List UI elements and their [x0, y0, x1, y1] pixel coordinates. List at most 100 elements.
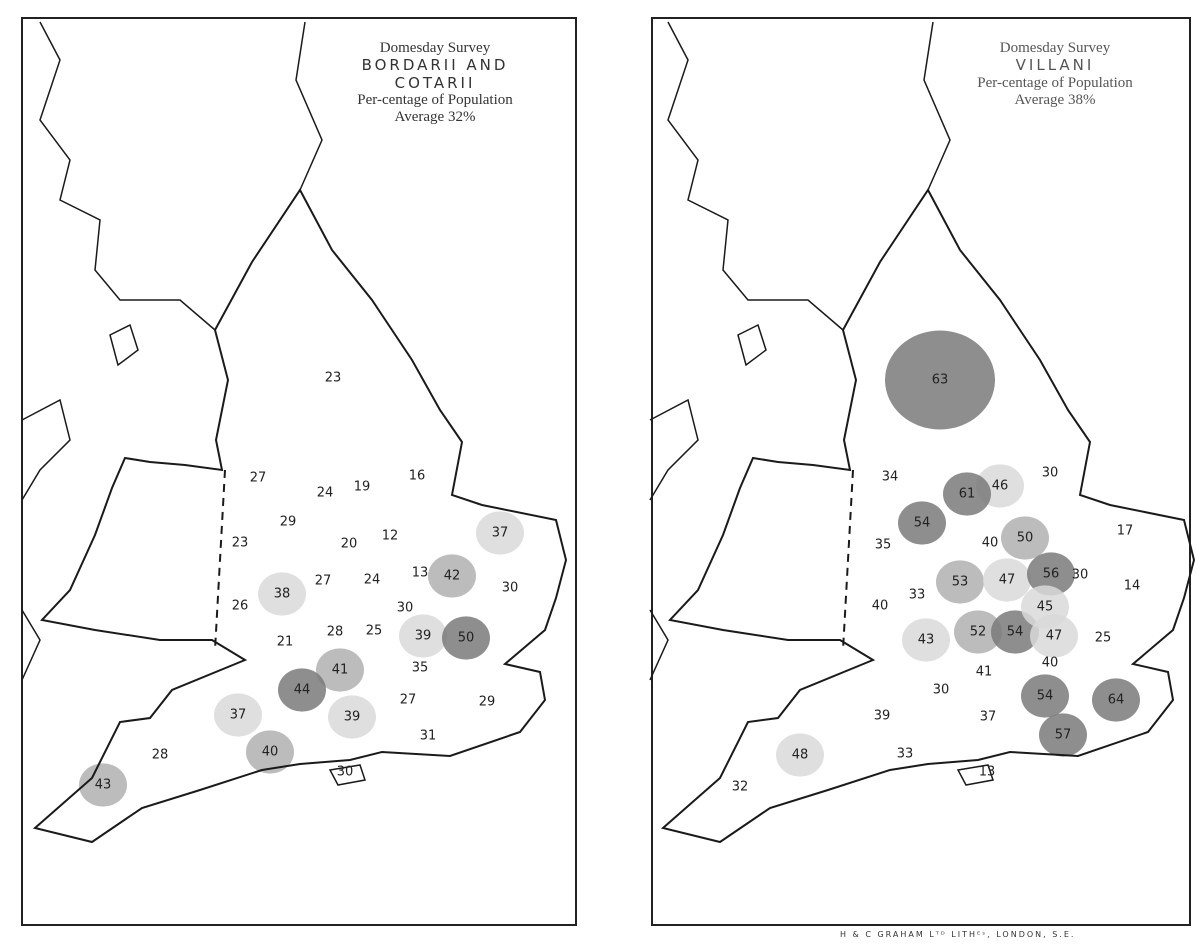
county-percentage: 40 — [982, 536, 999, 551]
county-percentage: 46 — [992, 479, 1009, 494]
county-shading — [954, 610, 1002, 654]
county-percentage: 29 — [479, 695, 496, 710]
county-shading — [316, 648, 364, 692]
county-shading — [246, 730, 294, 774]
county-percentage: 24 — [364, 573, 381, 588]
county-percentage: 50 — [1017, 531, 1034, 546]
county-percentage: 53 — [952, 575, 969, 590]
county-shading — [1001, 516, 1049, 560]
county-shading — [428, 554, 476, 598]
county-percentage: 50 — [458, 631, 475, 646]
county-shading — [442, 616, 490, 660]
county-percentage: 37 — [492, 526, 509, 541]
county-percentage: 34 — [882, 470, 899, 485]
county-percentage: 37 — [230, 708, 247, 723]
county-percentage: 35 — [875, 538, 892, 553]
county-percentage: 44 — [294, 683, 311, 698]
coastline-england-wales — [660, 188, 1196, 844]
map-bordarii-cotarii: 23 27 24 19 16 29 23 20 12 37 27 24 13 42 30 26 38 30 21 28… — [21, 17, 577, 926]
county-shading — [328, 695, 376, 739]
county-percentage: 26 — [232, 599, 249, 614]
title-measure: Per-centage of Population — [357, 91, 513, 108]
map-title-left: Domesday Survey BORDARII AND COTARII Per… — [320, 40, 550, 126]
county-shading — [79, 763, 127, 807]
county-shading — [1027, 552, 1075, 596]
county-percentage: 27 — [250, 471, 267, 486]
county-percentage: 14 — [1124, 579, 1141, 594]
county-shading — [1030, 614, 1078, 658]
county-shading — [214, 693, 262, 737]
county-percentage: 47 — [999, 573, 1016, 588]
county-percentage: 45 — [1037, 600, 1054, 615]
county-percentage: 19 — [354, 480, 371, 495]
county-percentage: 23 — [232, 536, 249, 551]
county-percentage: 25 — [366, 624, 383, 639]
county-percentage: 29 — [280, 515, 297, 530]
county-percentage: 30 — [337, 765, 354, 780]
isle-of-wight — [956, 764, 994, 786]
county-percentage: 25 — [1095, 631, 1112, 646]
county-percentage: 43 — [918, 633, 935, 648]
county-percentage: 47 — [1046, 629, 1063, 644]
county-percentage: 35 — [412, 661, 429, 676]
county-percentage: 13 — [979, 765, 996, 780]
county-shading — [776, 733, 824, 777]
county-percentage: 21 — [277, 635, 294, 650]
title-class-cont: COTARII — [394, 73, 476, 92]
county-shading — [983, 558, 1031, 602]
county-percentage: 31 — [420, 729, 437, 744]
county-percentage: 54 — [1037, 689, 1054, 704]
county-percentage: 30 — [1072, 568, 1089, 583]
county-percentage: 30 — [933, 683, 950, 698]
coastline-ireland — [21, 398, 71, 681]
county-shading — [399, 614, 447, 658]
county-percentage: 30 — [1042, 466, 1059, 481]
title-measure: Per-centage of Population — [977, 74, 1133, 91]
title-class: BORDARII AND — [361, 56, 509, 75]
county-shading — [476, 511, 524, 555]
map-frame — [651, 17, 1191, 926]
county-shading — [885, 330, 995, 430]
county-percentage: 27 — [400, 693, 417, 708]
county-percentage: 40 — [1042, 656, 1059, 671]
county-percentage: 38 — [274, 587, 291, 602]
county-shading — [1021, 674, 1069, 718]
coastline-scotland — [667, 21, 951, 331]
title-survey: Domesday Survey — [999, 40, 1111, 56]
county-percentage: 16 — [409, 469, 426, 484]
county-shading — [898, 501, 946, 545]
county-percentage: 32 — [732, 780, 749, 795]
county-percentage: 17 — [1117, 524, 1134, 539]
county-percentage: 24 — [317, 486, 334, 501]
county-percentage: 39 — [415, 629, 432, 644]
county-percentage: 41 — [976, 665, 993, 680]
county-shading — [902, 618, 950, 662]
county-percentage: 13 — [412, 566, 429, 581]
isle-of-man — [737, 323, 767, 367]
isle-of-wight — [328, 764, 366, 786]
county-percentage: 40 — [872, 599, 889, 614]
county-shading — [943, 472, 991, 516]
map-title-right: Domesday Survey VILLANI Per-centage of P… — [945, 40, 1165, 109]
county-shading — [936, 560, 984, 604]
title-survey: Domesday Survey — [379, 40, 491, 56]
county-percentage: 40 — [262, 745, 279, 760]
title-average: Average 38% — [1014, 91, 1096, 108]
county-shading — [278, 668, 326, 712]
county-percentage: 57 — [1055, 728, 1072, 743]
county-shading — [1092, 678, 1140, 722]
coastline-ireland — [649, 398, 699, 681]
county-percentage: 30 — [397, 601, 414, 616]
county-percentage: 12 — [382, 529, 399, 544]
title-average: Average 32% — [394, 109, 476, 125]
county-percentage: 23 — [325, 371, 342, 386]
wales-border — [214, 469, 226, 651]
county-percentage: 27 — [315, 574, 332, 589]
map-villani: 63 34 46 30 61 54 35 40 50 53 47 56 30 17 14 40 33 43 52 54… — [649, 17, 1196, 926]
county-percentage: 39 — [874, 709, 891, 724]
county-percentage: 39 — [344, 710, 361, 725]
county-percentage: 43 — [95, 778, 112, 793]
county-percentage: 33 — [897, 747, 914, 762]
county-percentage: 64 — [1108, 693, 1125, 708]
county-shading — [258, 572, 306, 616]
